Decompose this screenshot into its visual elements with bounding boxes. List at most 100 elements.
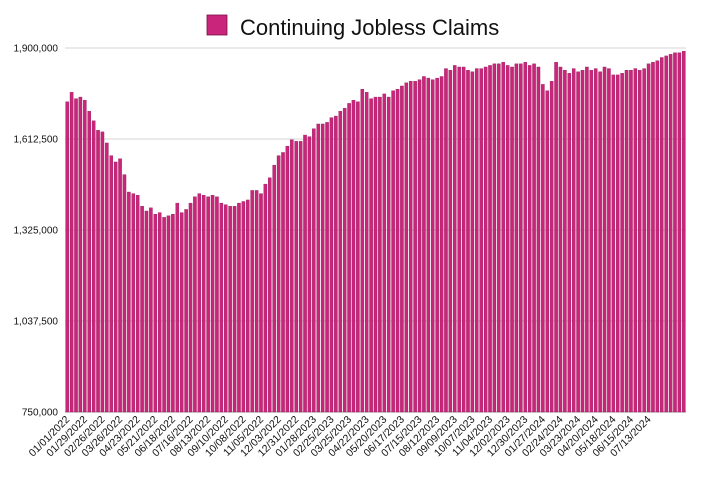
bar: [461, 66, 466, 413]
bar: [171, 213, 175, 413]
bar: [197, 193, 202, 413]
bar: [541, 84, 545, 413]
bar: [184, 209, 188, 413]
bar: [523, 62, 528, 413]
bar: [272, 164, 276, 413]
bar: [475, 68, 479, 413]
bar: [162, 217, 166, 413]
bar: [369, 98, 373, 413]
bar: [580, 69, 585, 413]
bar: [466, 69, 470, 413]
bar: [501, 62, 505, 413]
bar: [281, 152, 285, 413]
y-tick-label: 750,000: [22, 408, 59, 419]
bar: [408, 81, 413, 413]
bar: [382, 93, 387, 413]
bar: [74, 98, 78, 413]
bar: [276, 155, 281, 413]
bar: [642, 68, 646, 413]
bar: [571, 68, 576, 413]
bar: [342, 107, 347, 413]
bar: [263, 183, 268, 413]
bar: [607, 68, 611, 413]
bar: [602, 66, 607, 413]
bar: [677, 52, 682, 413]
bar: [505, 65, 510, 413]
bar: [651, 62, 655, 413]
y-tick-label: 1,325,000: [14, 226, 59, 237]
bar: [250, 190, 254, 413]
bar: [660, 57, 664, 413]
bar: [219, 202, 224, 413]
bar: [347, 103, 351, 413]
bar: [593, 68, 598, 413]
bar: [153, 213, 158, 413]
y-tick-label: 1,900,000: [14, 44, 59, 55]
bar: [113, 161, 118, 413]
bar: [417, 79, 422, 413]
bar: [430, 79, 435, 413]
legend: Continuing Jobless Claims: [206, 14, 499, 40]
bar: [567, 73, 572, 413]
bar: [457, 66, 461, 413]
bar: [351, 100, 356, 413]
bar: [532, 63, 536, 413]
bar: [395, 88, 400, 413]
bar: [149, 207, 153, 413]
bar: [206, 196, 210, 413]
bar: [615, 74, 620, 413]
x-axis-ticks: 01/01/202201/29/202202/26/202203/26/2022…: [27, 414, 654, 460]
bar: [488, 65, 492, 413]
bar: [554, 62, 558, 413]
bar: [268, 177, 272, 413]
bar: [356, 101, 360, 413]
bar: [549, 81, 554, 413]
bar: [360, 88, 365, 413]
bar: [655, 60, 660, 413]
bar: [563, 69, 567, 413]
bar: [422, 76, 426, 413]
bars-layer: [65, 50, 686, 413]
bar: [237, 202, 241, 413]
bar: [492, 63, 497, 413]
bar: [413, 81, 417, 413]
bar: [175, 202, 180, 413]
bar: [364, 92, 369, 413]
bar: [519, 63, 523, 413]
bar: [470, 71, 475, 413]
bar: [140, 206, 144, 413]
bar: [664, 55, 668, 413]
bar: [629, 69, 633, 413]
bar: [325, 122, 329, 413]
bar: [83, 100, 87, 413]
bar: [131, 193, 136, 413]
bar: [620, 73, 624, 413]
bar: [646, 63, 651, 413]
bar: [96, 130, 100, 413]
bar: [118, 158, 122, 413]
bar: [545, 90, 550, 413]
bar: [285, 145, 290, 413]
bar: [254, 190, 259, 413]
bar: [527, 65, 532, 413]
bar: [144, 210, 149, 413]
bar: [576, 71, 580, 413]
bar: [228, 206, 232, 413]
y-tick-label: 1,612,500: [14, 135, 59, 146]
bar: [611, 74, 616, 413]
bar: [444, 68, 448, 413]
bar: [307, 136, 312, 413]
bar: [122, 174, 127, 413]
bar: [510, 66, 514, 413]
bar: [303, 134, 307, 413]
bar: [404, 82, 409, 413]
bar: [65, 101, 69, 413]
bar: [179, 212, 184, 413]
bar: [329, 117, 334, 413]
bar: [400, 85, 404, 413]
bar: [453, 65, 457, 413]
bar: [682, 50, 686, 413]
bar: [320, 123, 325, 413]
